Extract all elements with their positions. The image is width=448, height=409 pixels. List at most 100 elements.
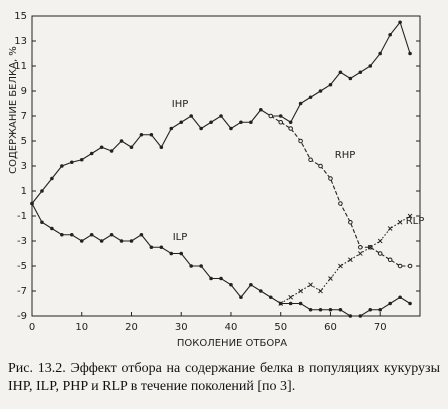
point (397, 219, 403, 225)
point (189, 114, 193, 118)
point (318, 89, 323, 93)
point (50, 176, 54, 181)
point (109, 232, 114, 237)
point (199, 264, 203, 268)
series-line (31, 21, 411, 204)
point (40, 189, 44, 193)
point (179, 120, 184, 125)
series-line (270, 115, 411, 267)
point (129, 145, 134, 150)
point (149, 245, 154, 250)
y-tick-label: 13 (14, 36, 27, 47)
y-tick-label: 1 (21, 186, 27, 197)
x-tick-label: 30 (175, 322, 188, 333)
point (219, 276, 223, 281)
point (139, 132, 144, 137)
point (99, 145, 104, 150)
point (50, 226, 54, 231)
x-tick-label: 60 (324, 322, 337, 333)
point (298, 301, 303, 306)
point (199, 126, 203, 131)
point (318, 163, 323, 169)
point (119, 239, 124, 243)
point (318, 307, 323, 312)
point (357, 251, 363, 256)
point (368, 64, 373, 68)
point (388, 301, 392, 306)
x-tick-label: 20 (125, 322, 138, 333)
x-tick-label: 70 (374, 322, 387, 333)
point (229, 126, 233, 131)
point (278, 301, 284, 306)
point (298, 101, 303, 106)
point (249, 282, 253, 287)
y-tick-label: 5 (21, 136, 27, 147)
point (89, 151, 94, 156)
point (119, 139, 124, 143)
point (278, 119, 284, 125)
point (79, 239, 84, 243)
point (338, 263, 343, 269)
series-label: RLP (406, 216, 425, 227)
point (397, 263, 403, 269)
point (149, 132, 154, 137)
point (249, 120, 253, 125)
point (30, 201, 34, 206)
point (298, 138, 303, 144)
point (318, 288, 323, 294)
point (109, 149, 114, 153)
point (348, 76, 353, 81)
point (79, 157, 84, 162)
point (69, 232, 74, 237)
point (407, 213, 413, 219)
point (99, 239, 104, 243)
point (378, 307, 383, 312)
point (169, 126, 174, 131)
point (288, 294, 293, 300)
point (408, 301, 412, 306)
point (229, 282, 233, 287)
point (209, 120, 213, 125)
point (348, 314, 353, 318)
y-tick-label: 7 (21, 111, 27, 122)
point (387, 226, 393, 231)
point (259, 289, 263, 293)
point (328, 307, 333, 312)
point (308, 307, 313, 312)
point (60, 232, 64, 237)
y-axis-label: СОДЕРЖАНИЕ БЕЛКА, % (8, 46, 19, 174)
point (348, 219, 353, 225)
point (338, 201, 343, 206)
y-tick-label: 11 (14, 61, 27, 72)
point (239, 120, 243, 125)
point (358, 70, 363, 75)
point (308, 157, 313, 163)
point (278, 114, 283, 118)
point (239, 295, 243, 300)
y-tick-label: 9 (21, 86, 27, 97)
point (268, 295, 273, 300)
point (358, 314, 363, 318)
caption: Рис. 13.2. Эффект отбора на содержание б… (8, 361, 440, 394)
y-tick-label: -1 (17, 211, 27, 222)
point (209, 276, 213, 281)
point (328, 82, 333, 87)
y-tick-label: 15 (14, 11, 27, 22)
point (328, 176, 333, 181)
point (268, 113, 274, 119)
point (308, 282, 313, 288)
point (328, 276, 333, 281)
series-line (31, 203, 411, 317)
point (40, 220, 44, 225)
point (288, 126, 293, 131)
point (368, 307, 373, 312)
point (129, 239, 134, 243)
point (377, 238, 383, 244)
point (179, 251, 184, 256)
point (189, 264, 193, 268)
point (288, 120, 293, 125)
point (377, 251, 383, 256)
point (358, 244, 363, 250)
series-label: IHP (172, 99, 189, 110)
